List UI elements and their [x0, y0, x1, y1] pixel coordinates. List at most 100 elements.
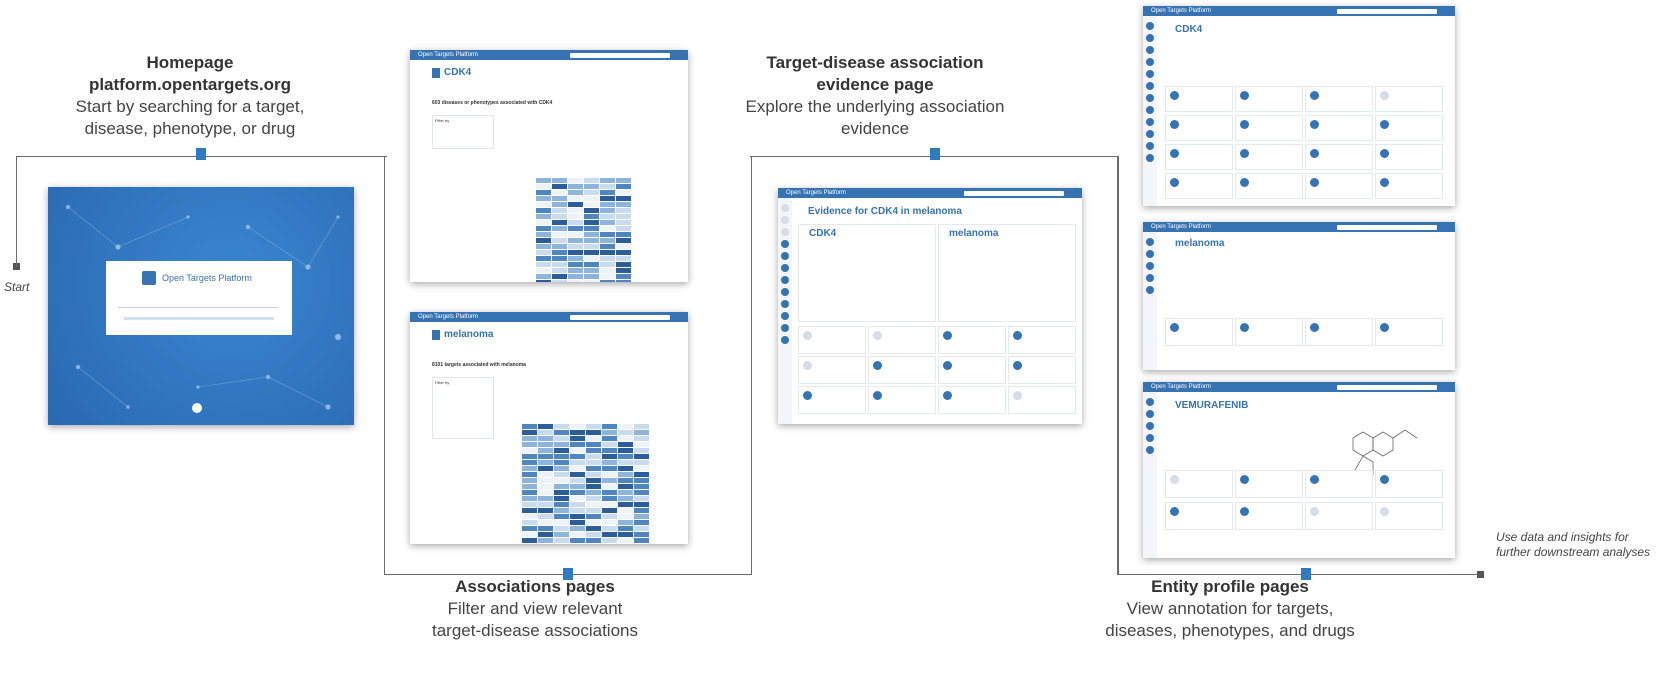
section-nav-icon[interactable] — [1146, 398, 1154, 406]
widget-card[interactable] — [1375, 502, 1443, 530]
section-nav-icon[interactable] — [1146, 118, 1154, 126]
associations-desc-1: Filter and view relevant — [447, 599, 623, 618]
widget-card[interactable] — [1305, 173, 1373, 199]
widget-card[interactable] — [938, 326, 1006, 354]
widget-card[interactable] — [1165, 502, 1233, 530]
widget-card[interactable] — [868, 386, 936, 414]
widget-card[interactable] — [1375, 86, 1443, 112]
section-nav-icon[interactable] — [1146, 422, 1154, 430]
heatmap-cell — [538, 424, 553, 429]
section-nav-icon[interactable] — [1146, 82, 1154, 90]
section-nav-icon[interactable] — [1146, 58, 1154, 66]
widget-card[interactable] — [938, 386, 1006, 414]
section-nav-icon[interactable] — [1146, 94, 1154, 102]
cdk4-filter-panel: Filter by — [432, 115, 494, 149]
widget-card[interactable] — [1375, 144, 1443, 170]
widget-card[interactable] — [798, 356, 866, 384]
heatmap-cell — [586, 514, 601, 519]
widget-card[interactable] — [868, 326, 936, 354]
widget-card[interactable] — [1235, 115, 1303, 141]
widget-card[interactable] — [1305, 318, 1373, 346]
section-nav-icon[interactable] — [1146, 410, 1154, 418]
section-nav-icon[interactable] — [1146, 34, 1154, 42]
section-nav-icon[interactable] — [1146, 142, 1154, 150]
widget-card[interactable] — [1008, 356, 1076, 384]
section-nav-icon[interactable] — [781, 228, 789, 236]
start-label: Start — [4, 280, 30, 294]
widget-card[interactable] — [1235, 173, 1303, 199]
heatmap-cell — [634, 442, 649, 447]
widget-card[interactable] — [1375, 470, 1443, 498]
widget-card[interactable] — [1305, 115, 1373, 141]
section-nav-icon[interactable] — [1146, 446, 1154, 454]
widget-card[interactable] — [1165, 86, 1233, 112]
drug-profile-app-name: Open Targets Platform — [1151, 384, 1211, 390]
section-nav-icon[interactable] — [781, 324, 789, 332]
section-nav-icon[interactable] — [781, 240, 789, 248]
widget-card[interactable] — [1235, 318, 1303, 346]
heatmap-cell — [600, 184, 615, 189]
evidence-app-name: Open Targets Platform — [786, 190, 846, 196]
widget-card[interactable] — [1375, 115, 1443, 141]
section-nav-icon[interactable] — [1146, 250, 1154, 258]
section-nav-icon[interactable] — [1146, 238, 1154, 246]
widget-card[interactable] — [1305, 470, 1373, 498]
section-nav-icon[interactable] — [1146, 154, 1154, 162]
heatmap-cell — [536, 250, 551, 255]
widget-card[interactable] — [1165, 470, 1233, 498]
section-nav-icon[interactable] — [781, 312, 789, 320]
widget-card[interactable] — [868, 356, 936, 384]
heatmap-cell — [538, 496, 553, 501]
widget-icon — [1170, 178, 1179, 187]
widget-card[interactable] — [1305, 144, 1373, 170]
heatmap-cell — [600, 208, 615, 213]
widget-card[interactable] — [1165, 318, 1233, 346]
section-nav-icon[interactable] — [1146, 262, 1154, 270]
section-nav-icon[interactable] — [1146, 70, 1154, 78]
section-nav-icon[interactable] — [781, 288, 789, 296]
heatmap-cell — [616, 280, 631, 282]
section-nav-icon[interactable] — [1146, 274, 1154, 282]
widget-card[interactable] — [798, 326, 866, 354]
section-nav-icon[interactable] — [781, 252, 789, 260]
widget-card[interactable] — [1375, 318, 1443, 346]
widget-card[interactable] — [938, 356, 1006, 384]
widget-card[interactable] — [1235, 144, 1303, 170]
widget-card[interactable] — [1375, 173, 1443, 199]
widget-card[interactable] — [1008, 386, 1076, 414]
section-nav-icon[interactable] — [1146, 22, 1154, 30]
section-nav-icon[interactable] — [781, 216, 789, 224]
section-nav-icon[interactable] — [1146, 46, 1154, 54]
section-nav-icon[interactable] — [781, 300, 789, 308]
widget-card[interactable] — [1235, 502, 1303, 530]
heatmap-cell — [536, 232, 551, 237]
widget-card[interactable] — [1008, 326, 1076, 354]
section-nav-icon[interactable] — [781, 204, 789, 212]
widget-card[interactable] — [798, 386, 866, 414]
homepage-search-input[interactable] — [118, 299, 278, 308]
widget-card[interactable] — [1305, 502, 1373, 530]
heatmap-cell — [616, 226, 631, 231]
heatmap-cell — [552, 220, 567, 225]
section-nav-icon[interactable] — [1146, 106, 1154, 114]
widget-card[interactable] — [1165, 115, 1233, 141]
end-node — [1477, 571, 1484, 578]
widget-card[interactable] — [1235, 470, 1303, 498]
section-nav-icon[interactable] — [781, 276, 789, 284]
widget-card[interactable] — [1165, 173, 1233, 199]
section-nav-icon[interactable] — [781, 264, 789, 272]
widget-card[interactable] — [1305, 86, 1373, 112]
section-nav-icon[interactable] — [1146, 286, 1154, 294]
widget-card[interactable] — [1165, 144, 1233, 170]
section-nav-icon[interactable] — [1146, 434, 1154, 442]
section-nav-icon[interactable] — [1146, 130, 1154, 138]
widget-icon — [943, 361, 952, 370]
section-nav-icon[interactable] — [781, 336, 789, 344]
scroll-down-icon[interactable] — [192, 403, 202, 413]
heatmap-cell — [538, 514, 553, 519]
heatmap-cell — [586, 442, 601, 447]
heatmap-cell — [568, 178, 583, 183]
widget-card[interactable] — [1235, 86, 1303, 112]
heatmap-cell — [618, 460, 633, 465]
heatmap-cell — [552, 208, 567, 213]
